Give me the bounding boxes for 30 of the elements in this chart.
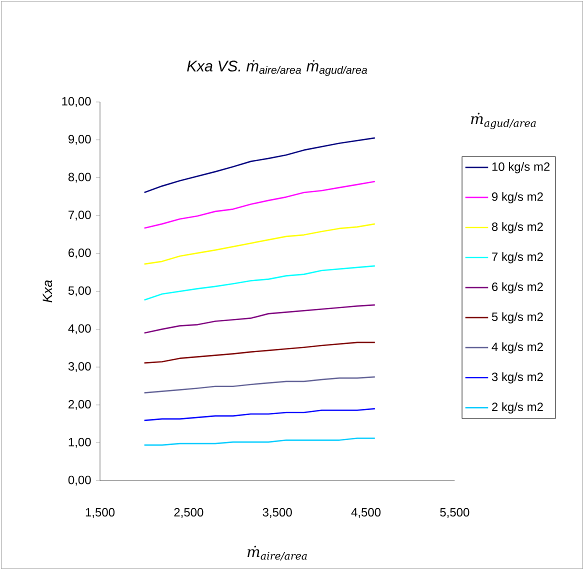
- y-tick-label: 4,00: [68, 324, 91, 334]
- legend-label: 9 kg/s m2: [492, 192, 543, 204]
- legend-label: 3 kg/s m2: [492, 372, 543, 384]
- y-tick-label: 7,00: [68, 210, 91, 221]
- y-tick-label: 9,00: [68, 134, 91, 145]
- y-axis-title: Kxa: [42, 280, 52, 302]
- y-tick-label: 10,00: [62, 97, 91, 107]
- legend-label: 5 kg/s m2: [492, 312, 543, 324]
- legend-label: 7 kg/s m2: [492, 252, 543, 264]
- y-tick-label: 1,00: [68, 438, 91, 448]
- x-tick-label: 1,500: [86, 508, 115, 518]
- x-tick-label: 2,500: [174, 508, 204, 518]
- legend-label: 10 kg/s m2: [492, 162, 550, 174]
- legend-title: ṁ$_{agud/area}$: [471, 112, 536, 130]
- x-tick-label: 5,500: [440, 508, 470, 518]
- legend-label: 6 kg/s m2: [492, 282, 543, 294]
- x-axis-title: ṁ$_{aire/area}$: [248, 546, 307, 561]
- line-series: [144, 180, 376, 229]
- y-tick-label: 2,00: [68, 400, 91, 410]
- legend-label: 8 kg/s m2: [492, 222, 543, 234]
- y-tick-label: 8,00: [68, 172, 91, 183]
- y-tick-label: 6,00: [68, 248, 91, 258]
- x-tick-label: 3,500: [262, 508, 292, 518]
- x-tick-label: 4,500: [351, 508, 381, 518]
- legend-label: 2 kg/s m2: [492, 402, 543, 414]
- y-tick-label: 0,00: [68, 476, 91, 486]
- legend-label: 4 kg/s m2: [492, 342, 543, 354]
- y-tick-label: 5,00: [68, 286, 91, 296]
- y-tick-label: 3,00: [68, 362, 91, 372]
- chart-title: Kxa VS. ṁ$_{aire/area}$ ṁ$_{agud/area}$: [187, 60, 368, 76]
